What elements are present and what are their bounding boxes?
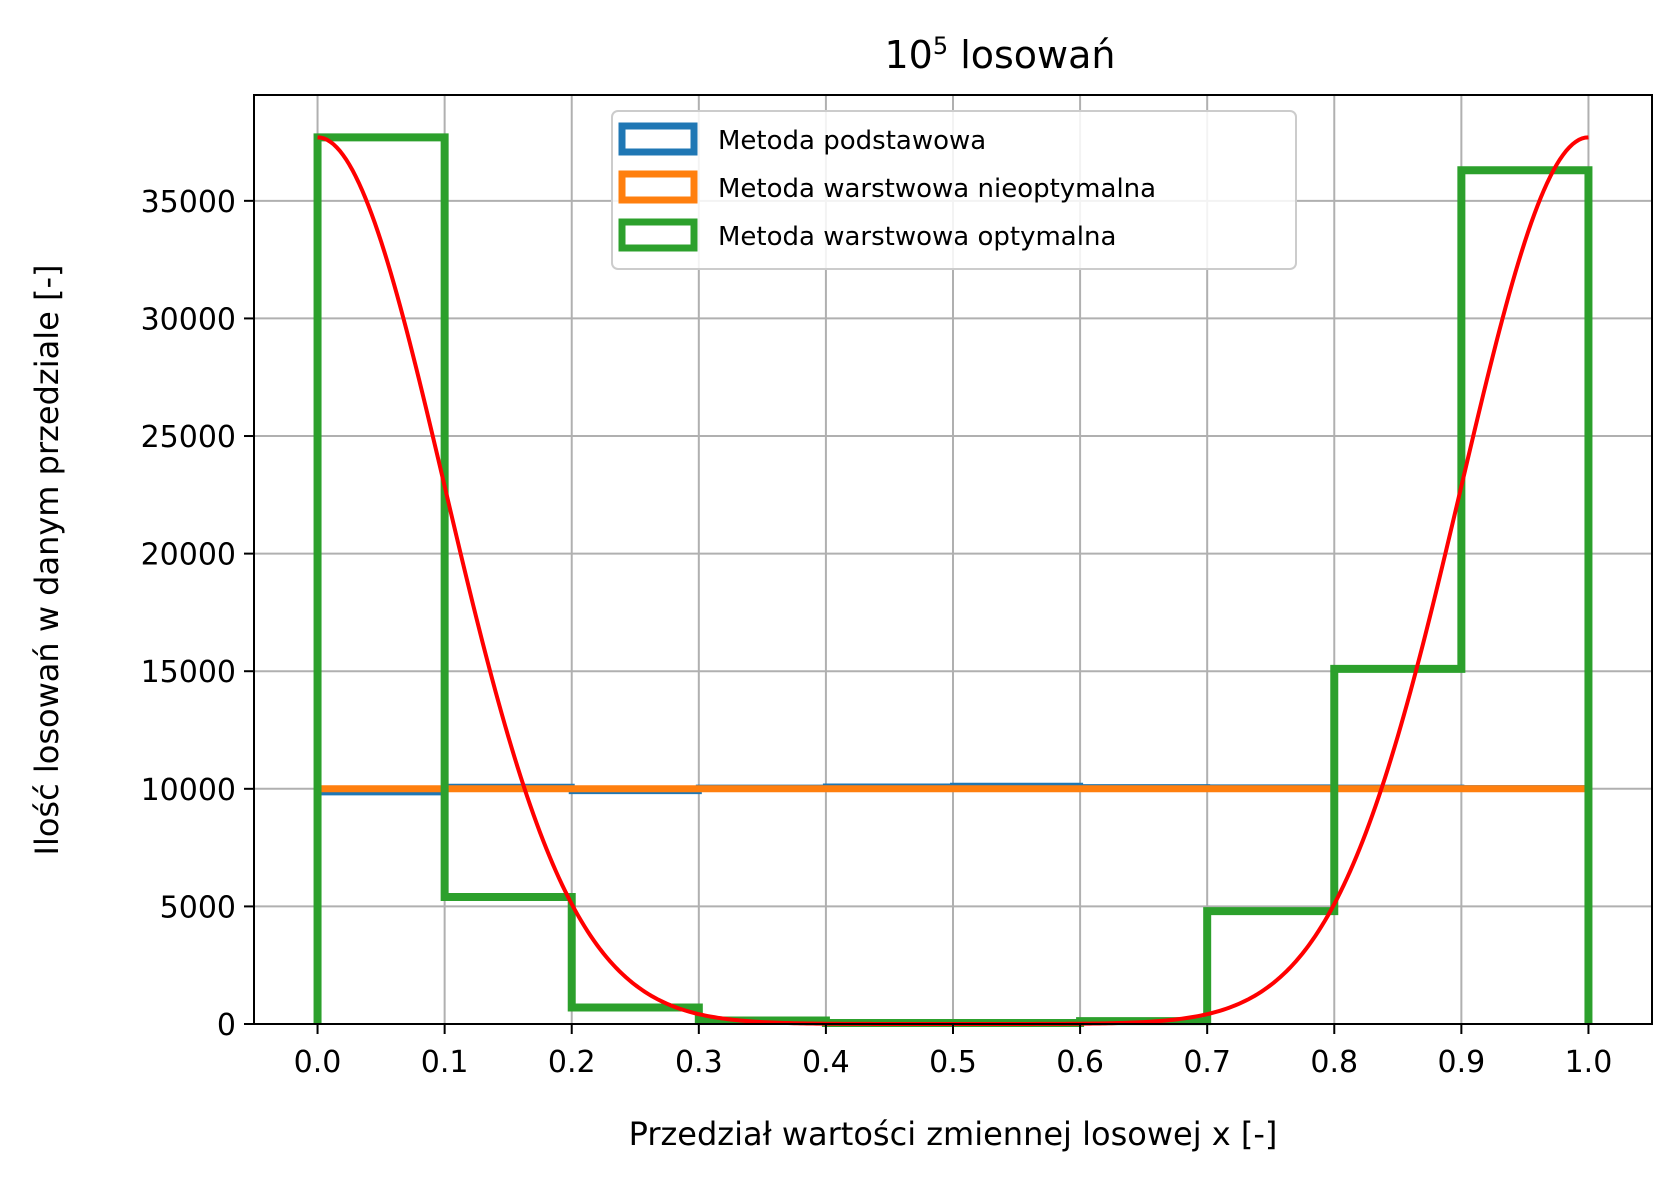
y-tick-label-0: 0 — [217, 1008, 236, 1043]
x-tick-label-0: 0.0 — [294, 1045, 342, 1080]
y-axis-label: Ilość losowań w danym przedziale [-] — [28, 265, 66, 856]
x-tick-label-4: 0.4 — [802, 1045, 850, 1080]
x-tick-label-5: 0.5 — [929, 1045, 977, 1080]
x-tick-label-3: 0.3 — [675, 1045, 723, 1080]
y-axis-ticks: 0 5000 10000 15000 20000 25000 30000 35000 — [141, 185, 254, 1043]
y-tick-label-4: 20000 — [141, 538, 236, 573]
x-tick-label-6: 0.6 — [1056, 1045, 1104, 1080]
x-tick-label-2: 0.2 — [548, 1045, 596, 1080]
x-tick-label-1: 0.1 — [421, 1045, 469, 1080]
title-rest: losowań — [948, 33, 1115, 77]
legend-swatch-1 — [618, 170, 698, 204]
x-tick-label-7: 0.7 — [1183, 1045, 1231, 1080]
y-tick-label-7: 35000 — [141, 185, 236, 220]
legend-box — [611, 110, 1297, 270]
x-tick-label-10: 1.0 — [1565, 1045, 1613, 1080]
x-axis-label: Przedział wartości zmiennej losowej x [-… — [629, 1115, 1278, 1153]
x-tick-label-8: 0.8 — [1310, 1045, 1358, 1080]
legend-label-2: Metoda warstwowa optymalna — [718, 222, 1116, 252]
x-axis-ticks: 0.0 0.1 0.2 0.3 0.4 0.5 0.6 0.7 0.8 0.9 1.0 — [294, 1024, 1613, 1080]
y-tick-label-5: 25000 — [141, 420, 236, 455]
legend-swatch-0 — [618, 122, 698, 156]
y-tick-label-3: 15000 — [141, 655, 236, 690]
x-tick-label-9: 0.9 — [1438, 1045, 1486, 1080]
y-tick-label-1: 5000 — [160, 890, 236, 925]
legend-swatch-2 — [618, 218, 698, 252]
y-tick-label-6: 30000 — [141, 302, 236, 337]
chart-title: 105 losowań — [884, 32, 1115, 77]
legend: Metoda podstawowa Metoda warstwowa nieopt… — [611, 110, 1297, 270]
y-tick-label-2: 10000 — [141, 773, 236, 808]
legend-label-0: Metoda podstawowa — [718, 126, 986, 156]
title-base: 10 — [884, 33, 932, 77]
title-superscript: 5 — [933, 32, 948, 60]
legend-label-1: Metoda warstwowa nieoptymalna — [718, 174, 1156, 204]
